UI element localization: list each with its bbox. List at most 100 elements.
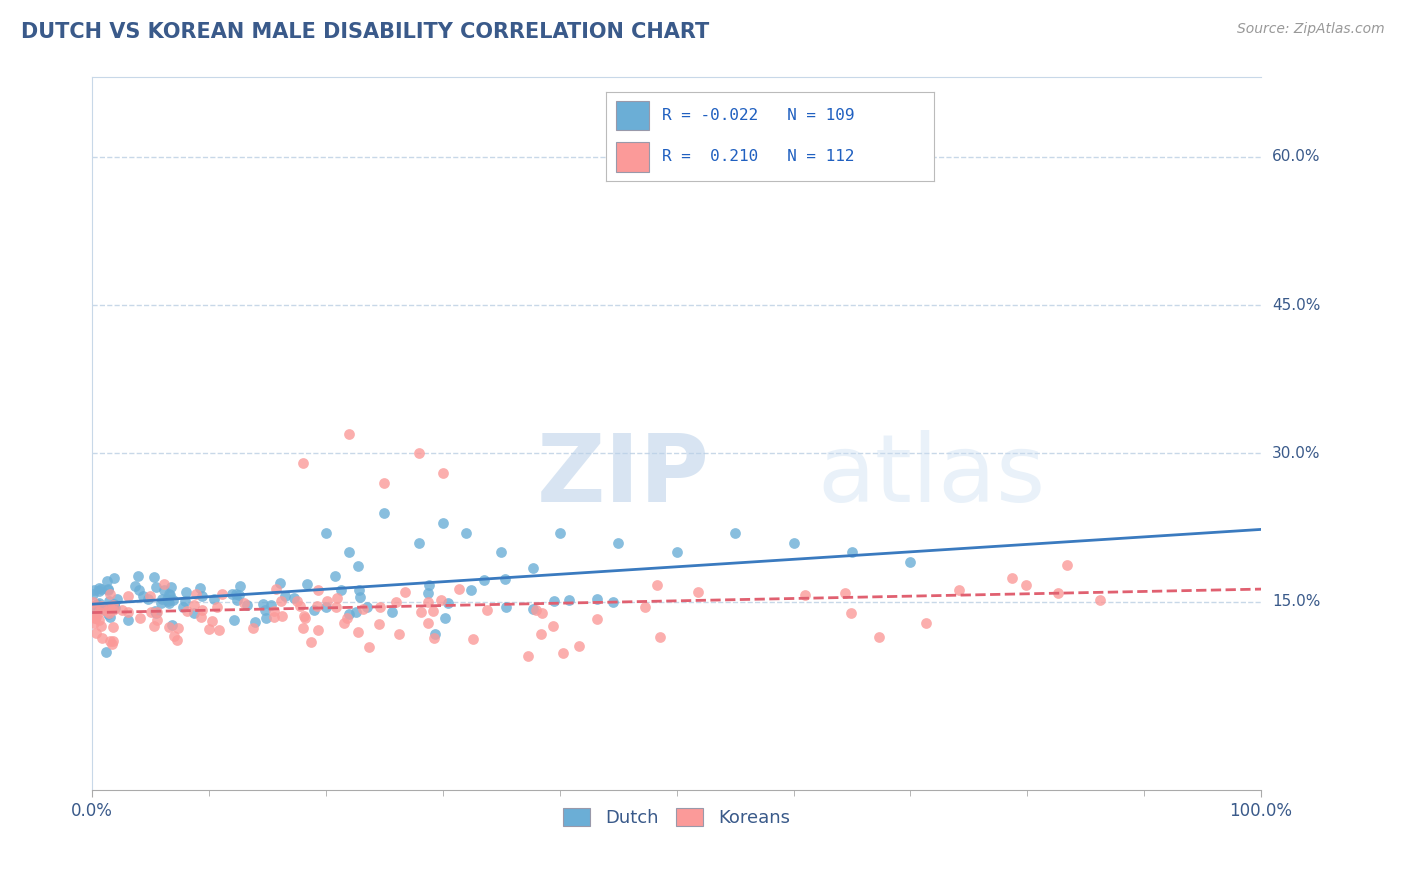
Point [83, 606, 105, 620]
Point [368, 599, 391, 614]
Legend: Dutch, Koreans: Dutch, Koreans [557, 800, 797, 834]
Point [128, 583, 150, 598]
Point [291, 456, 314, 470]
Point [101, 598, 124, 612]
Point [87, 584, 110, 599]
Point [294, 611, 316, 625]
Point [97, 607, 120, 622]
Point [84, 598, 107, 612]
Point [385, 595, 408, 609]
Point [89, 581, 111, 595]
Point [82, 587, 104, 601]
Point [834, 586, 856, 600]
Point [103, 603, 125, 617]
Point [553, 646, 575, 660]
Point [475, 602, 498, 616]
Point [96, 604, 118, 618]
Point [495, 600, 517, 615]
Point [315, 525, 337, 540]
Point [568, 640, 591, 654]
Point [1046, 585, 1069, 599]
Point [794, 588, 817, 602]
Point [353, 602, 375, 616]
Point [491, 545, 513, 559]
Point [285, 594, 308, 608]
Point [433, 611, 456, 625]
Point [461, 632, 484, 646]
Point [408, 535, 430, 549]
Point [307, 599, 329, 613]
Point [432, 467, 454, 481]
Point [159, 588, 181, 602]
Point [167, 621, 190, 635]
Point [315, 599, 337, 614]
Point [191, 603, 214, 617]
Point [841, 545, 863, 559]
Point [368, 616, 391, 631]
Point [357, 640, 380, 654]
Point [254, 610, 277, 624]
Point [494, 572, 516, 586]
Point [416, 615, 439, 630]
Point [915, 616, 938, 631]
Point [94, 645, 117, 659]
Point [101, 636, 124, 650]
Point [83, 599, 105, 613]
Text: 30.0%: 30.0% [1272, 446, 1320, 461]
Point [143, 618, 166, 632]
Point [332, 615, 354, 630]
Point [97, 607, 120, 621]
Point [228, 579, 250, 593]
Point [356, 600, 378, 615]
Point [143, 604, 166, 618]
Point [132, 590, 155, 604]
Point [558, 592, 581, 607]
Point [149, 596, 172, 610]
Point [1001, 570, 1024, 584]
Point [97, 582, 120, 596]
Point [254, 603, 277, 617]
Point [252, 597, 274, 611]
Point [304, 603, 326, 617]
Point [900, 555, 922, 569]
Point [299, 635, 322, 649]
Point [347, 582, 370, 597]
Point [142, 569, 165, 583]
Point [201, 615, 224, 629]
Point [90, 599, 112, 614]
Point [548, 525, 571, 540]
Point [82, 595, 104, 609]
Point [124, 579, 146, 593]
Point [346, 558, 368, 573]
Point [97, 593, 120, 607]
Point [346, 624, 368, 639]
Point [1088, 593, 1111, 607]
Point [373, 506, 395, 520]
Point [183, 606, 205, 620]
Point [586, 612, 609, 626]
Point [103, 634, 125, 648]
Point [325, 600, 347, 615]
Point [145, 607, 167, 621]
Point [225, 587, 247, 601]
Point [202, 592, 225, 607]
Point [394, 584, 416, 599]
Point [271, 609, 294, 624]
Point [517, 648, 540, 663]
Point [188, 581, 211, 595]
Point [316, 594, 339, 608]
Point [645, 578, 668, 592]
Point [782, 535, 804, 549]
Point [260, 598, 283, 612]
Point [208, 623, 231, 637]
Point [543, 619, 565, 633]
Point [84, 611, 107, 625]
Point [157, 596, 180, 610]
Point [150, 591, 173, 606]
Point [98, 634, 121, 648]
Point [263, 610, 285, 624]
Point [138, 589, 160, 603]
Point [83, 611, 105, 625]
Text: DUTCH VS KOREAN MALE DISABILITY CORRELATION CHART: DUTCH VS KOREAN MALE DISABILITY CORRELAT… [21, 22, 710, 42]
Text: atlas: atlas [817, 431, 1045, 523]
